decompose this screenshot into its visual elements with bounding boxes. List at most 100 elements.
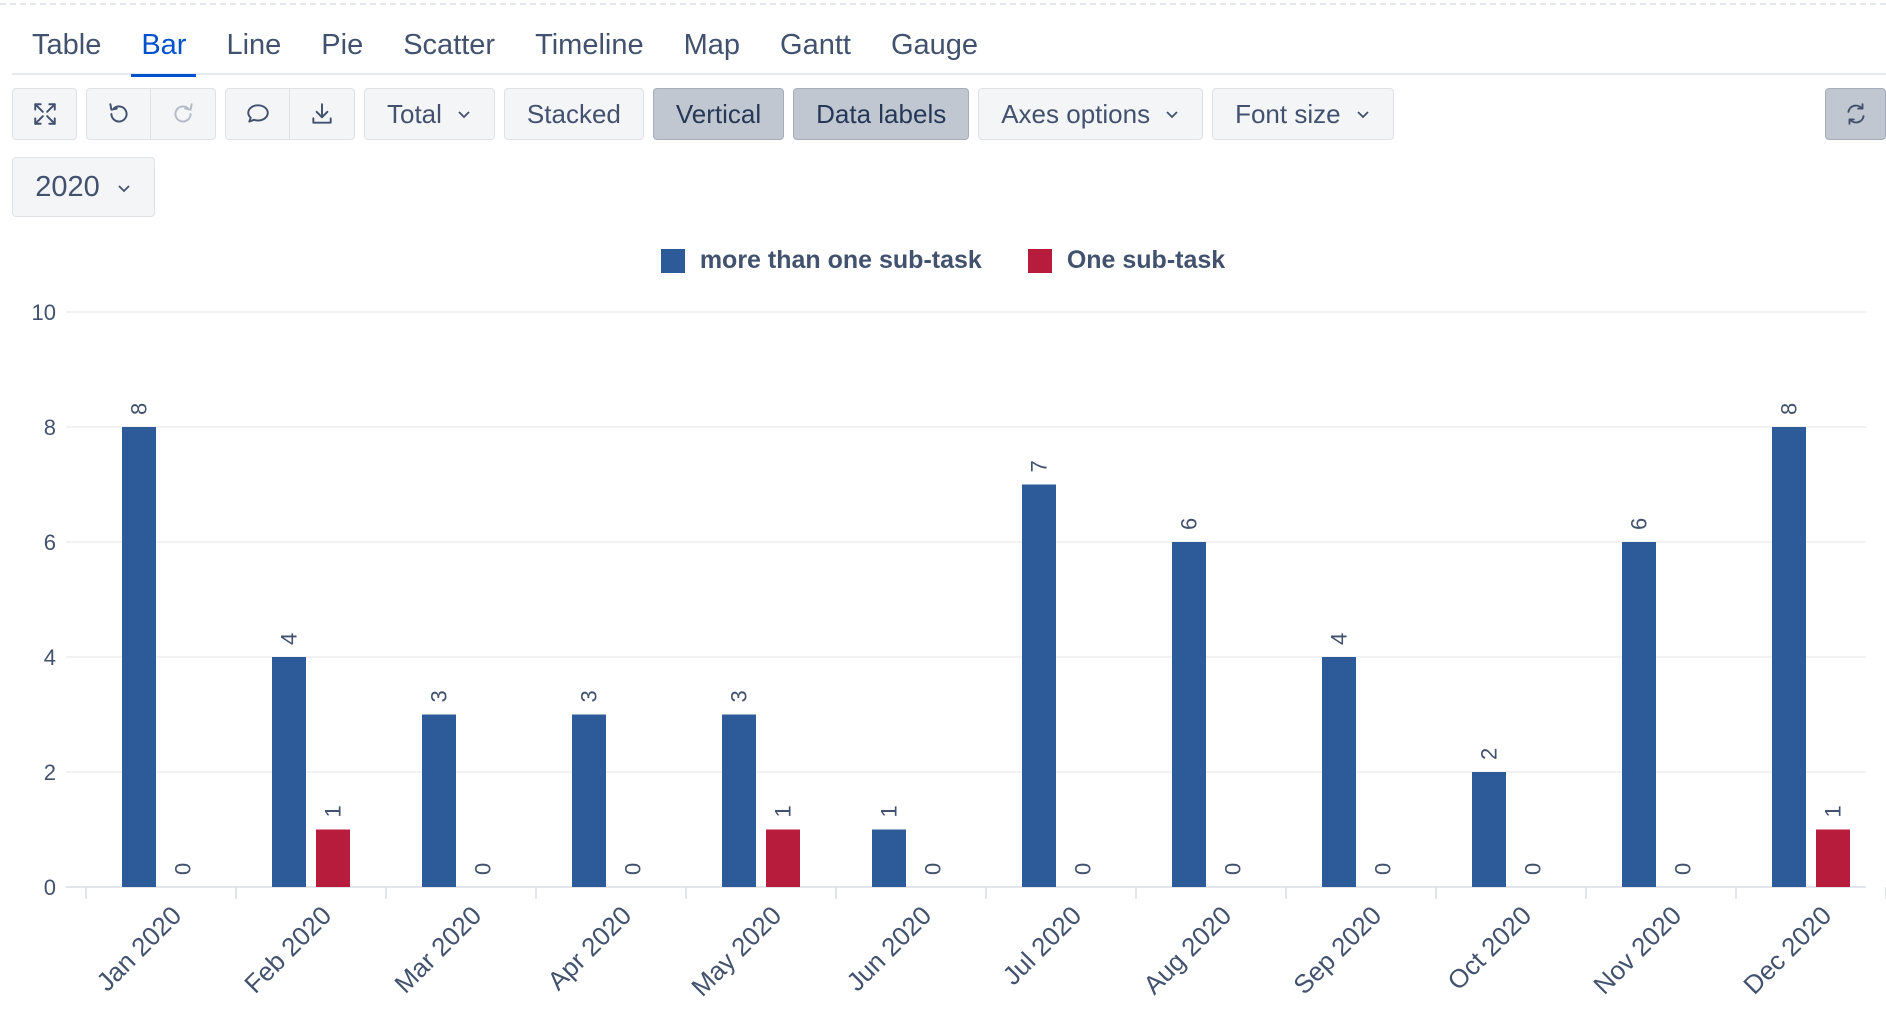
tab-table[interactable]: Table — [32, 29, 102, 61]
data-label: 0 — [621, 863, 646, 875]
x-tick-label: Apr 2020 — [541, 900, 637, 996]
data-label: 8 — [127, 403, 152, 415]
top-border — [0, 3, 1886, 5]
bar-series-1 — [1172, 542, 1206, 887]
tab-scatter[interactable]: Scatter — [403, 29, 496, 61]
data-label: 0 — [1071, 863, 1096, 875]
tab-timeline[interactable]: Timeline — [535, 29, 644, 61]
chevron-down-icon — [1355, 106, 1371, 122]
redo-button[interactable] — [151, 88, 216, 140]
data-label: 3 — [727, 690, 752, 702]
data-labels-toggle[interactable]: Data labels — [793, 88, 970, 140]
data-label: 0 — [471, 863, 496, 875]
download-button[interactable] — [290, 88, 355, 140]
refresh-button[interactable] — [1825, 88, 1886, 140]
undo-icon — [108, 103, 127, 123]
axes-options-dropdown[interactable]: Axes options — [978, 88, 1204, 140]
y-tick-label: 2 — [44, 760, 56, 785]
x-tick-label: May 2020 — [685, 900, 787, 1002]
x-tick-label: Jun 2020 — [840, 900, 937, 997]
data-label: 0 — [1221, 863, 1246, 875]
y-tick-label: 10 — [32, 300, 56, 325]
x-tick-label: Nov 2020 — [1587, 900, 1687, 1000]
bar-series-1 — [1022, 484, 1056, 887]
legend-label-series-2: One sub-task — [1066, 246, 1226, 274]
year-value: 2020 — [35, 170, 100, 203]
total-dropdown[interactable]: Total — [364, 88, 495, 140]
total-label: Total — [387, 98, 442, 129]
bar-series-2 — [766, 829, 800, 887]
tab-pie[interactable]: Pie — [321, 29, 364, 61]
font-size-dropdown[interactable]: Font size — [1212, 88, 1394, 140]
chevron-down-icon — [1164, 106, 1180, 122]
history-group — [86, 88, 216, 140]
data-label: 1 — [877, 805, 902, 817]
axes-options-label: Axes options — [1001, 98, 1151, 129]
bar-series-1 — [1772, 427, 1806, 887]
bar-series-1 — [272, 657, 306, 887]
stacked-toggle[interactable]: Stacked — [503, 88, 644, 140]
legend-swatch-series-2 — [1027, 248, 1052, 273]
y-tick-label: 8 — [44, 415, 56, 440]
fullscreen-button[interactable] — [12, 88, 77, 140]
y-tick-label: 6 — [44, 530, 56, 555]
bar-series-2 — [1816, 829, 1850, 887]
redo-icon — [174, 103, 193, 123]
x-tick-label: Jan 2020 — [90, 900, 187, 997]
tab-gantt[interactable]: Gantt — [780, 29, 851, 61]
legend-swatch-series-1 — [660, 248, 685, 273]
data-label: 1 — [321, 805, 346, 817]
data-label: 3 — [427, 690, 452, 702]
data-label: 0 — [1371, 863, 1396, 875]
x-tick-label: Jul 2020 — [997, 900, 1088, 991]
data-label: 2 — [1477, 748, 1502, 760]
tab-map[interactable]: Map — [683, 29, 741, 61]
legend-label-series-1: more than one sub-task — [699, 246, 982, 274]
bar-series-1 — [1622, 542, 1656, 887]
chevron-down-icon — [116, 171, 132, 204]
year-filter-dropdown[interactable]: 2020 — [12, 157, 155, 217]
y-tick-label: 0 — [44, 875, 56, 900]
tab-bar[interactable]: Bar — [121, 14, 206, 77]
download-icon — [312, 103, 332, 124]
bar-series-1 — [722, 714, 756, 887]
bar-series-1 — [1322, 657, 1356, 887]
chart-legend: more than one sub-task One sub-task — [0, 246, 1886, 275]
data-label: 3 — [577, 690, 602, 702]
tab-gauge[interactable]: Gauge — [890, 29, 979, 61]
x-tick-label: Aug 2020 — [1137, 900, 1237, 1000]
data-label: 4 — [1327, 633, 1352, 645]
x-tick-label: Dec 2020 — [1737, 900, 1837, 1000]
bar-series-1 — [572, 714, 606, 887]
tabs-divider — [12, 73, 1886, 75]
data-label: 0 — [1671, 863, 1696, 875]
bar-series-1 — [1472, 772, 1506, 887]
share-group — [225, 88, 355, 140]
x-tick-label: Sep 2020 — [1287, 900, 1387, 1000]
data-label: 4 — [277, 633, 302, 645]
tab-line[interactable]: Line — [226, 29, 282, 61]
bar-series-1 — [872, 829, 906, 887]
data-label: 6 — [1627, 518, 1652, 530]
legend-item-series-2[interactable]: One sub-task — [1027, 246, 1226, 275]
undo-button[interactable] — [86, 88, 151, 140]
x-tick-label: Mar 2020 — [388, 900, 487, 999]
chart-toolbar: Total Stacked Vertical Data labels Axes … — [12, 88, 1394, 140]
data-label: 6 — [1177, 518, 1202, 530]
legend-item-series-1[interactable]: more than one sub-task — [660, 246, 982, 275]
bar-series-1 — [422, 714, 456, 887]
data-label: 7 — [1027, 460, 1052, 472]
comment-button[interactable] — [225, 88, 290, 140]
x-tick-label: Feb 2020 — [238, 900, 337, 999]
data-label: 0 — [921, 863, 946, 875]
y-tick-label: 4 — [44, 645, 56, 670]
data-label: 1 — [1821, 805, 1846, 817]
chart-type-tabs: Table Bar Line Pie Scatter Timeline Map … — [12, 14, 998, 77]
vertical-toggle[interactable]: Vertical — [652, 88, 785, 140]
chevron-down-icon — [456, 106, 472, 122]
comment-icon — [246, 104, 269, 123]
data-label: 1 — [771, 805, 796, 817]
bar-series-1 — [122, 427, 156, 887]
data-label: 0 — [171, 863, 196, 875]
